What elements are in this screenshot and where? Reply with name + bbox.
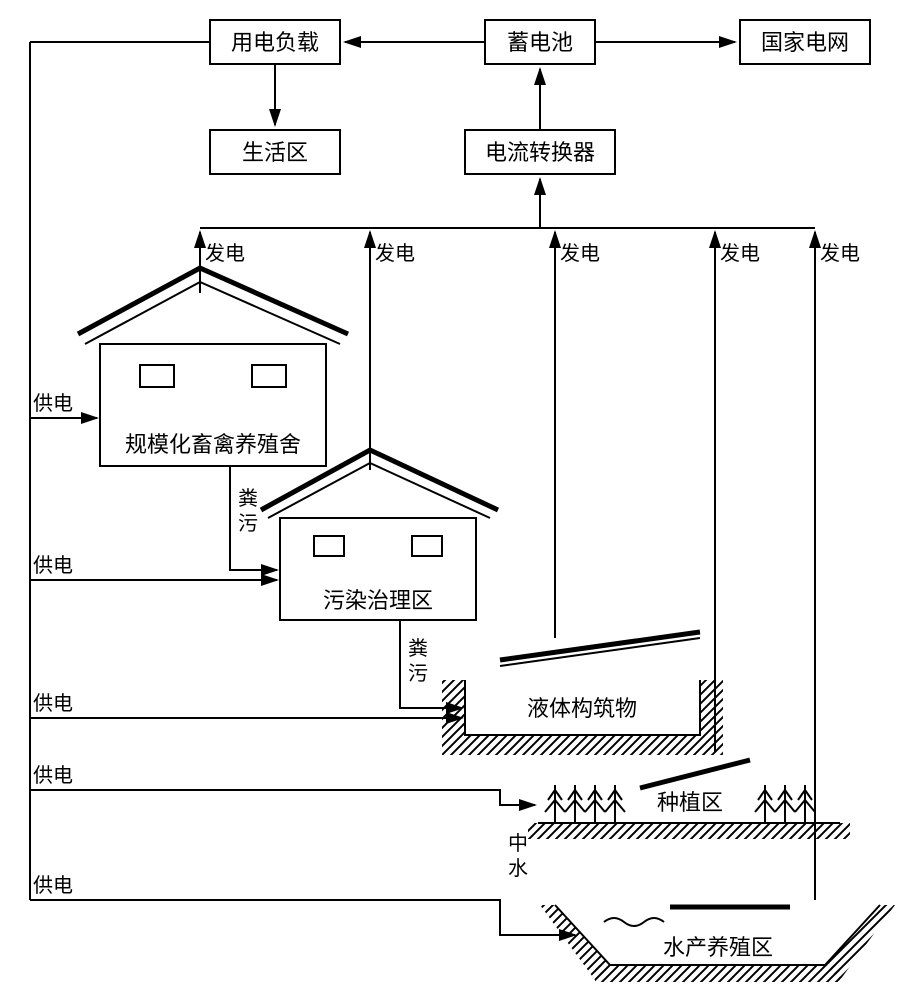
liquid-label: 液体构筑物 [527, 696, 637, 721]
midwater-2: 水 [508, 857, 528, 880]
midwater-1: 中 [508, 832, 528, 855]
gen-label-4: 发电 [720, 242, 760, 265]
living-label: 生活区 [242, 140, 308, 165]
treatment-house: 污染治理区 [261, 450, 498, 620]
liquid-structure: 液体构筑物 [442, 632, 723, 755]
battery-label: 蓄电池 [507, 30, 573, 55]
grid-box: 国家电网 [740, 20, 870, 64]
load-label: 用电负载 [231, 30, 319, 55]
grid-label: 国家电网 [761, 30, 849, 55]
plant-label: 种植区 [657, 790, 723, 815]
battery-box: 蓄电池 [485, 20, 595, 64]
converter-box: 电流转换器 [465, 130, 615, 174]
converter-label: 电流转换器 [485, 140, 595, 165]
supply-4 [30, 790, 535, 805]
supply-label-4: 供电 [33, 764, 73, 787]
aquaculture: 水产养殖区 [540, 905, 895, 982]
gen-label-5: 发电 [820, 242, 860, 265]
supply-5 [30, 900, 575, 935]
gen-label-1: 发电 [205, 242, 245, 265]
waste-label-1a: 粪 [238, 487, 258, 510]
supply-label-1: 供电 [33, 392, 73, 415]
aqua-label: 水产养殖区 [663, 935, 773, 960]
treatment-label: 污染治理区 [323, 588, 433, 613]
supply-label-3: 供电 [33, 692, 73, 715]
gen-label-2: 发电 [375, 242, 415, 265]
farm-label: 规模化畜禽养殖舍 [125, 432, 301, 457]
system-diagram: 用电负载 蓄电池 国家电网 生活区 电流转换器 发电 发电 发电 发电 [0, 0, 901, 1000]
waste-label-2b: 污 [408, 662, 428, 685]
gen-label-3: 发电 [560, 242, 600, 265]
waste-label-1b: 污 [238, 512, 258, 535]
load-box: 用电负载 [210, 20, 340, 64]
plant-area: 种植区 [528, 760, 850, 839]
living-box: 生活区 [210, 130, 340, 174]
waste-label-2a: 粪 [408, 637, 428, 660]
supply-label-5: 供电 [33, 874, 73, 897]
supply-label-2: 供电 [33, 554, 73, 577]
farm-house: 规模化畜禽养殖舍 [78, 268, 348, 466]
